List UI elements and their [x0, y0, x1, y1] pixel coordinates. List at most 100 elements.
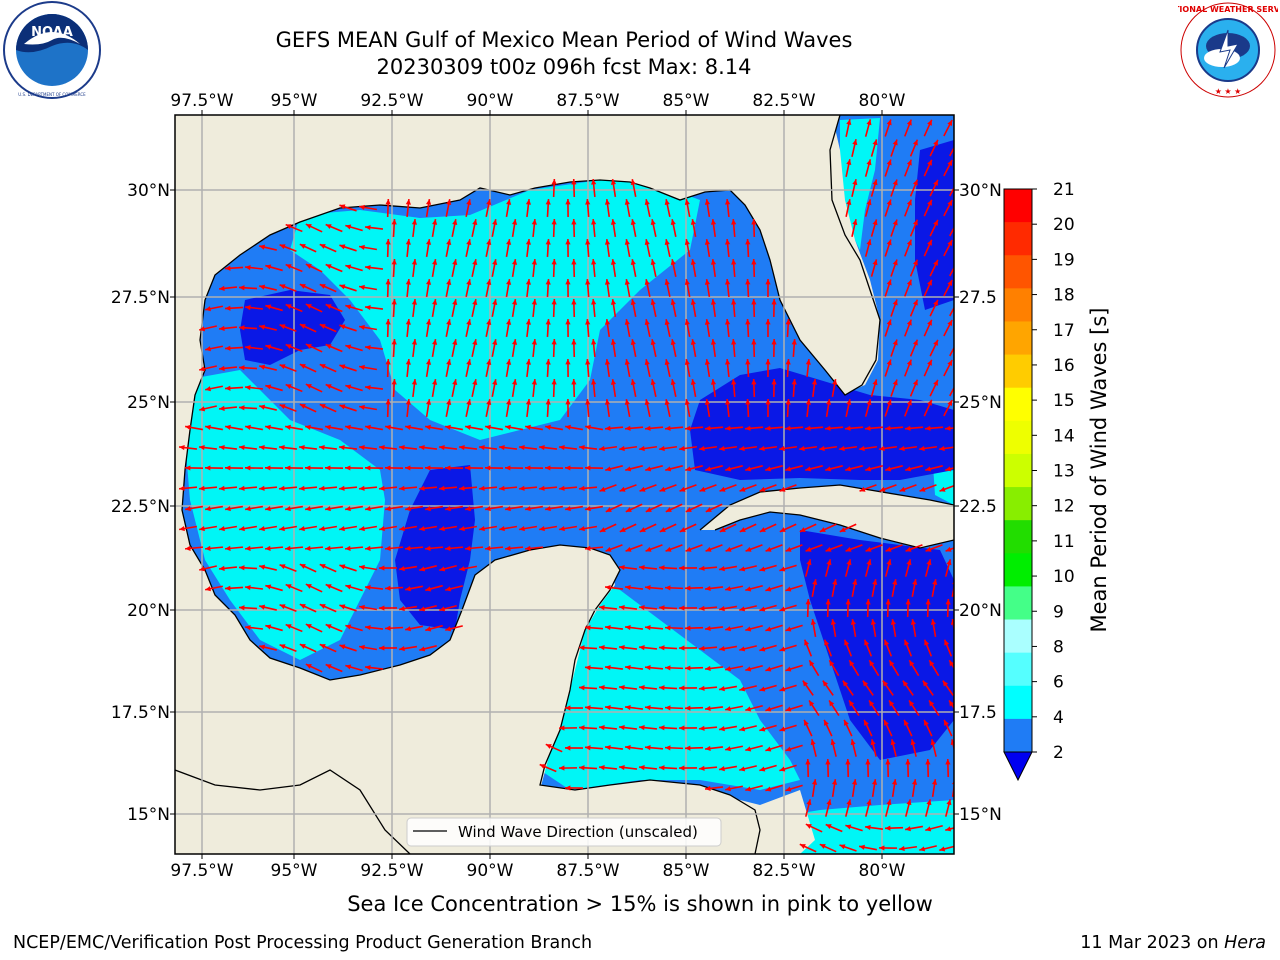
wind-wave-arrow	[238, 444, 258, 451]
wind-wave-arrow	[478, 525, 498, 532]
wind-wave-arrow	[625, 503, 643, 513]
lon-label-bottom-2: 92.5°W	[360, 861, 423, 881]
wind-wave-arrow	[364, 225, 384, 231]
wind-wave-arrow	[505, 278, 512, 298]
wind-wave-arrow	[264, 424, 284, 431]
wind-wave-arrow	[923, 159, 933, 177]
wind-wave-arrow	[558, 444, 578, 451]
wind-wave-arrow	[811, 378, 818, 398]
wind-wave-arrow	[765, 664, 783, 672]
wind-wave-arrow	[391, 338, 397, 358]
wind-wave-arrow	[785, 704, 803, 712]
wind-wave-arrow	[464, 465, 484, 471]
wind-wave-arrow	[719, 523, 737, 533]
wind-wave-arrow	[664, 319, 671, 337]
wind-wave-arrow	[698, 445, 718, 452]
wind-wave-arrow	[418, 485, 438, 491]
wind-wave-arrow	[664, 425, 684, 431]
lat-label-left-0: 30°N	[127, 181, 170, 201]
wind-wave-arrow	[218, 405, 238, 411]
wind-wave-arrow	[224, 305, 244, 311]
wind-wave-arrow	[758, 445, 778, 452]
wind-wave-arrow	[498, 485, 518, 491]
wind-wave-arrow	[259, 604, 277, 611]
wind-wave-arrow	[765, 465, 783, 472]
wind-wave-arrow	[505, 318, 512, 338]
wind-wave-arrow	[358, 324, 378, 331]
wind-wave-arrow	[870, 259, 878, 277]
wind-wave-arrow	[259, 404, 277, 411]
wind-wave-arrow	[259, 284, 277, 291]
wind-wave-arrow	[725, 785, 743, 792]
wind-wave-arrow	[824, 425, 844, 431]
land-yucatan	[175, 550, 815, 854]
wind-wave-arrow	[444, 465, 464, 471]
lat-label-right-4: 20°N	[959, 601, 1002, 621]
wind-wave-arrow	[578, 685, 598, 691]
wind-wave-arrow	[385, 198, 391, 218]
wind-wave-arrow	[785, 664, 803, 672]
wind-wave-arrow	[644, 665, 664, 671]
wind-wave-arrow	[444, 545, 464, 551]
wind-wave-arrow	[803, 719, 813, 737]
wind-wave-arrow	[204, 424, 224, 431]
wind-wave-arrow	[484, 424, 504, 431]
wind-wave-arrow	[404, 465, 424, 471]
wind-wave-arrow	[491, 339, 498, 357]
wind-wave-arrow	[905, 598, 911, 618]
wind-wave-arrow	[279, 284, 297, 292]
wind-wave-arrow	[484, 505, 504, 512]
wind-wave-arrow	[771, 378, 777, 398]
wind-wave-arrow	[305, 303, 323, 313]
wind-wave-arrow	[845, 119, 852, 137]
wind-wave-arrow	[591, 258, 597, 278]
wind-wave-arrow	[883, 639, 893, 657]
wind-wave-arrow	[890, 299, 898, 317]
wind-wave-arrow	[398, 565, 418, 572]
wind-wave-arrow	[638, 765, 658, 771]
wind-wave-arrow	[698, 565, 718, 571]
wind-wave-arrow	[698, 605, 718, 611]
wind-wave-arrow	[638, 645, 658, 651]
wind-wave-arrow	[830, 739, 837, 757]
wind-wave-arrow	[725, 278, 731, 298]
wind-wave-arrow	[843, 719, 853, 737]
wind-wave-arrow	[710, 258, 717, 278]
wind-wave-arrow	[765, 704, 783, 712]
wind-wave-arrow	[819, 843, 837, 853]
wind-wave-arrow	[923, 119, 933, 137]
wind-wave-arrow	[545, 198, 551, 218]
wind-wave-arrow	[665, 503, 683, 513]
wind-wave-arrow	[725, 238, 731, 258]
wind-wave-arrow	[385, 238, 391, 258]
wind-wave-arrow	[785, 624, 803, 632]
wind-wave-arrow	[244, 465, 264, 471]
wind-wave-arrow	[558, 485, 578, 491]
wind-wave-arrow	[865, 465, 883, 472]
lat-label-left-6: 15°N	[127, 805, 170, 825]
wind-wave-arrow	[704, 358, 711, 378]
wind-wave-arrow	[911, 579, 918, 597]
wind-wave-arrow	[279, 364, 297, 372]
wind-wave-arrow	[630, 179, 637, 197]
wind-wave-arrow	[863, 639, 873, 657]
wind-wave-arrow	[584, 745, 604, 751]
wind-wave-arrow	[591, 178, 597, 198]
wind-wave-arrow	[942, 680, 954, 696]
wind-wave-arrow	[339, 204, 357, 212]
wind-wave-arrow	[558, 525, 578, 532]
wind-wave-arrow	[685, 544, 703, 552]
wind-wave-arrow	[405, 585, 423, 592]
wind-wave-arrow	[404, 545, 424, 551]
wind-wave-arrow	[725, 198, 731, 218]
wind-wave-arrow	[358, 404, 378, 411]
wind-wave-arrow	[525, 278, 532, 298]
wind-wave-arrow	[678, 565, 698, 571]
wind-wave-arrow	[805, 465, 823, 472]
wind-wave-arrow	[731, 378, 737, 398]
wind-wave-arrow	[304, 465, 324, 471]
wind-wave-arrow	[444, 505, 464, 512]
wind-wave-arrow	[178, 444, 198, 451]
wind-wave-arrow	[345, 304, 363, 312]
wind-wave-arrow	[919, 484, 937, 492]
